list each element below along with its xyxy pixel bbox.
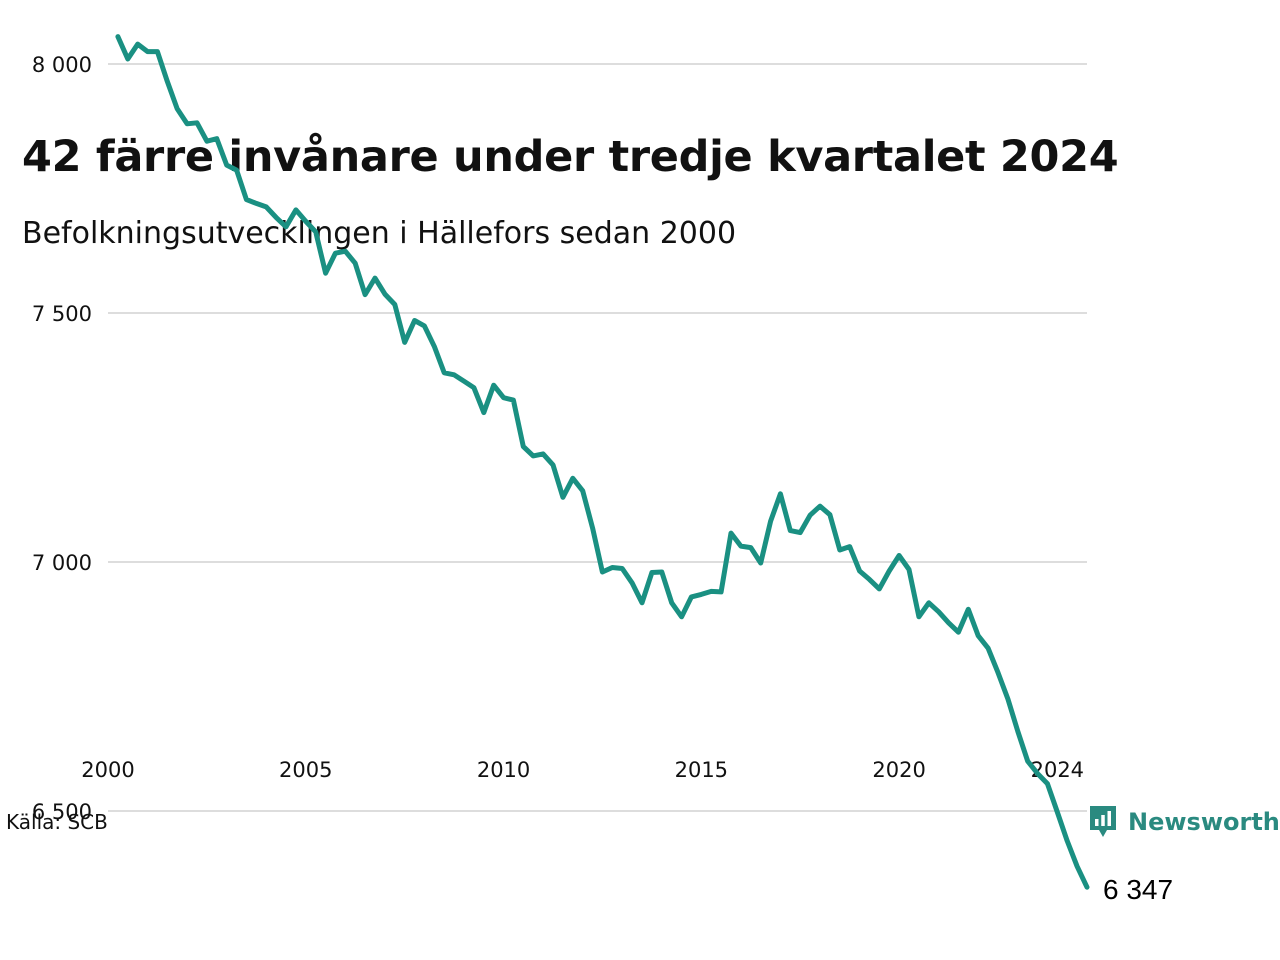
x-axis: 2000 2005 2010 2015 2020 2024 (81, 758, 1084, 782)
x-tick-label: 2020 (872, 758, 925, 782)
end-value-label: 6 347 (1103, 874, 1173, 905)
x-tick-label: 2005 (279, 758, 332, 782)
source-note: Källa: SCB (6, 810, 108, 834)
x-tick-label: 2015 (675, 758, 728, 782)
gridlines (108, 63, 1087, 812)
brand-logo[interactable]: Newsworthy (1088, 804, 1280, 840)
brand-name: Newsworthy (1128, 808, 1280, 836)
series-line (115, 34, 1090, 890)
x-tick-label: 2024 (1031, 758, 1084, 782)
x-tick-label: 2010 (477, 758, 530, 782)
x-tick-label: 2000 (81, 758, 134, 782)
y-tick-label: 7 500 (32, 302, 92, 326)
y-tick-label: 6 500 (32, 800, 92, 824)
y-tick-label: 8 000 (32, 53, 92, 77)
y-tick-label: 7 000 (32, 551, 92, 575)
y-axis: 6 500 7 000 7 500 8 000 (32, 53, 92, 824)
newsworthy-logo-icon (1090, 806, 1116, 837)
page-subtitle: Befolkningsutvecklingen i Hällefors seda… (22, 216, 737, 251)
